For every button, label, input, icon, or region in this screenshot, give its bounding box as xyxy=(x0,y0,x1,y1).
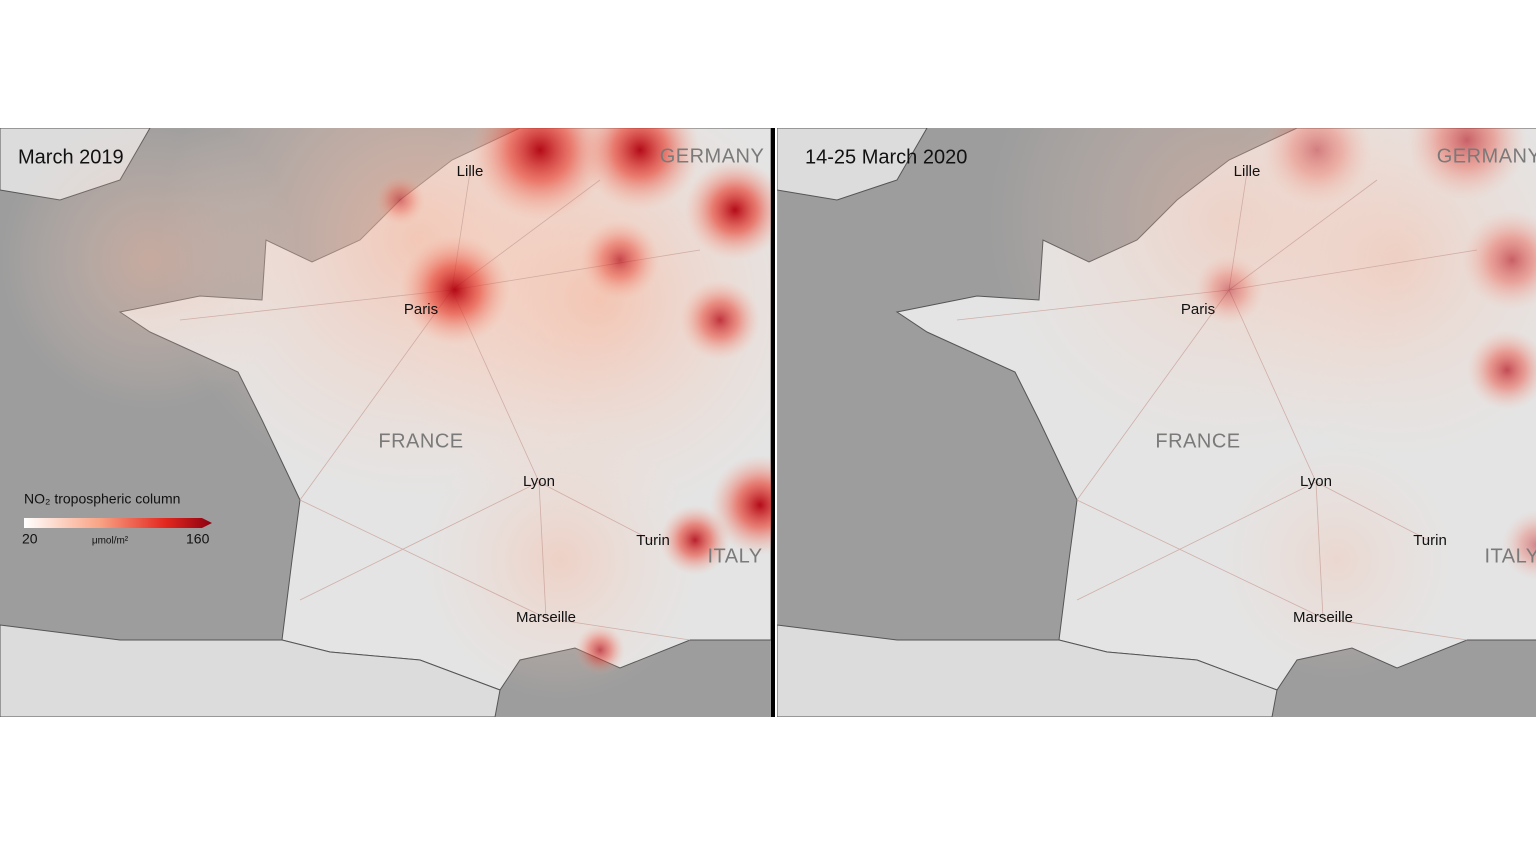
no2-hotspot xyxy=(1262,128,1372,205)
colorbar xyxy=(24,518,212,528)
no2-hotspot xyxy=(580,220,660,300)
city-label: Marseille xyxy=(516,609,576,626)
legend-max: 160 xyxy=(186,531,210,547)
land-south xyxy=(777,624,1278,717)
roads xyxy=(179,171,701,641)
city-label: Lyon xyxy=(523,473,555,490)
roads xyxy=(956,171,1478,641)
no2-haze xyxy=(420,420,700,700)
legend: NO₂ tropospheric column 20 μmol/m² 160 xyxy=(22,491,212,547)
legend-title: NO₂ tropospheric column xyxy=(24,491,180,507)
country-label: ITALY xyxy=(707,545,762,567)
no2-hotspot xyxy=(1407,128,1527,200)
legend-unit: μmol/m² xyxy=(92,536,129,547)
no2-hotspot xyxy=(685,160,771,260)
no2-hotspot xyxy=(400,235,510,345)
city-label: Lille xyxy=(1234,163,1261,180)
panel-title: March 2019 xyxy=(18,146,124,168)
city-label: Lille xyxy=(457,163,484,180)
no2-hotspot xyxy=(580,128,700,210)
city-label: Paris xyxy=(1181,301,1215,318)
country-label: GERMANY xyxy=(1437,145,1536,167)
no2-hotspot xyxy=(1502,510,1536,580)
no2-haze xyxy=(1217,440,1457,680)
city-label: Turin xyxy=(636,532,670,549)
no2-hotspot xyxy=(660,505,730,575)
legend-min: 20 xyxy=(22,531,38,547)
no2-hotspot xyxy=(1467,330,1536,410)
map-panel: 14-25 March 2020 Lille Paris FRANCE Lyon Turi… xyxy=(777,128,1536,717)
no2-hotspot xyxy=(680,280,760,360)
city-label: Marseille xyxy=(1293,609,1353,626)
panel-title: 14-25 March 2020 xyxy=(805,146,967,168)
divider xyxy=(771,128,775,717)
land-south xyxy=(0,624,501,717)
country-label: ITALY xyxy=(1484,545,1536,567)
no2-hotspot xyxy=(375,175,425,225)
city-label: Turin xyxy=(1413,532,1447,549)
no2-haze xyxy=(380,128,771,520)
england xyxy=(777,128,928,201)
no2-hotspot xyxy=(1194,255,1264,325)
map-panel: March 2019 Lille Paris FRANCE Lyon Turin Marse… xyxy=(0,128,771,717)
no2-hotspot xyxy=(1462,210,1536,310)
no2-hotspot xyxy=(470,128,610,220)
country-label: FRANCE xyxy=(1155,430,1240,452)
no2-haze xyxy=(1197,128,1536,460)
country-label: GERMANY xyxy=(660,145,765,167)
country-label: FRANCE xyxy=(378,430,463,452)
city-label: Lyon xyxy=(1300,473,1332,490)
no2-haze xyxy=(0,128,300,410)
city-label: Paris xyxy=(404,301,438,318)
no2-hotspot xyxy=(575,625,625,675)
